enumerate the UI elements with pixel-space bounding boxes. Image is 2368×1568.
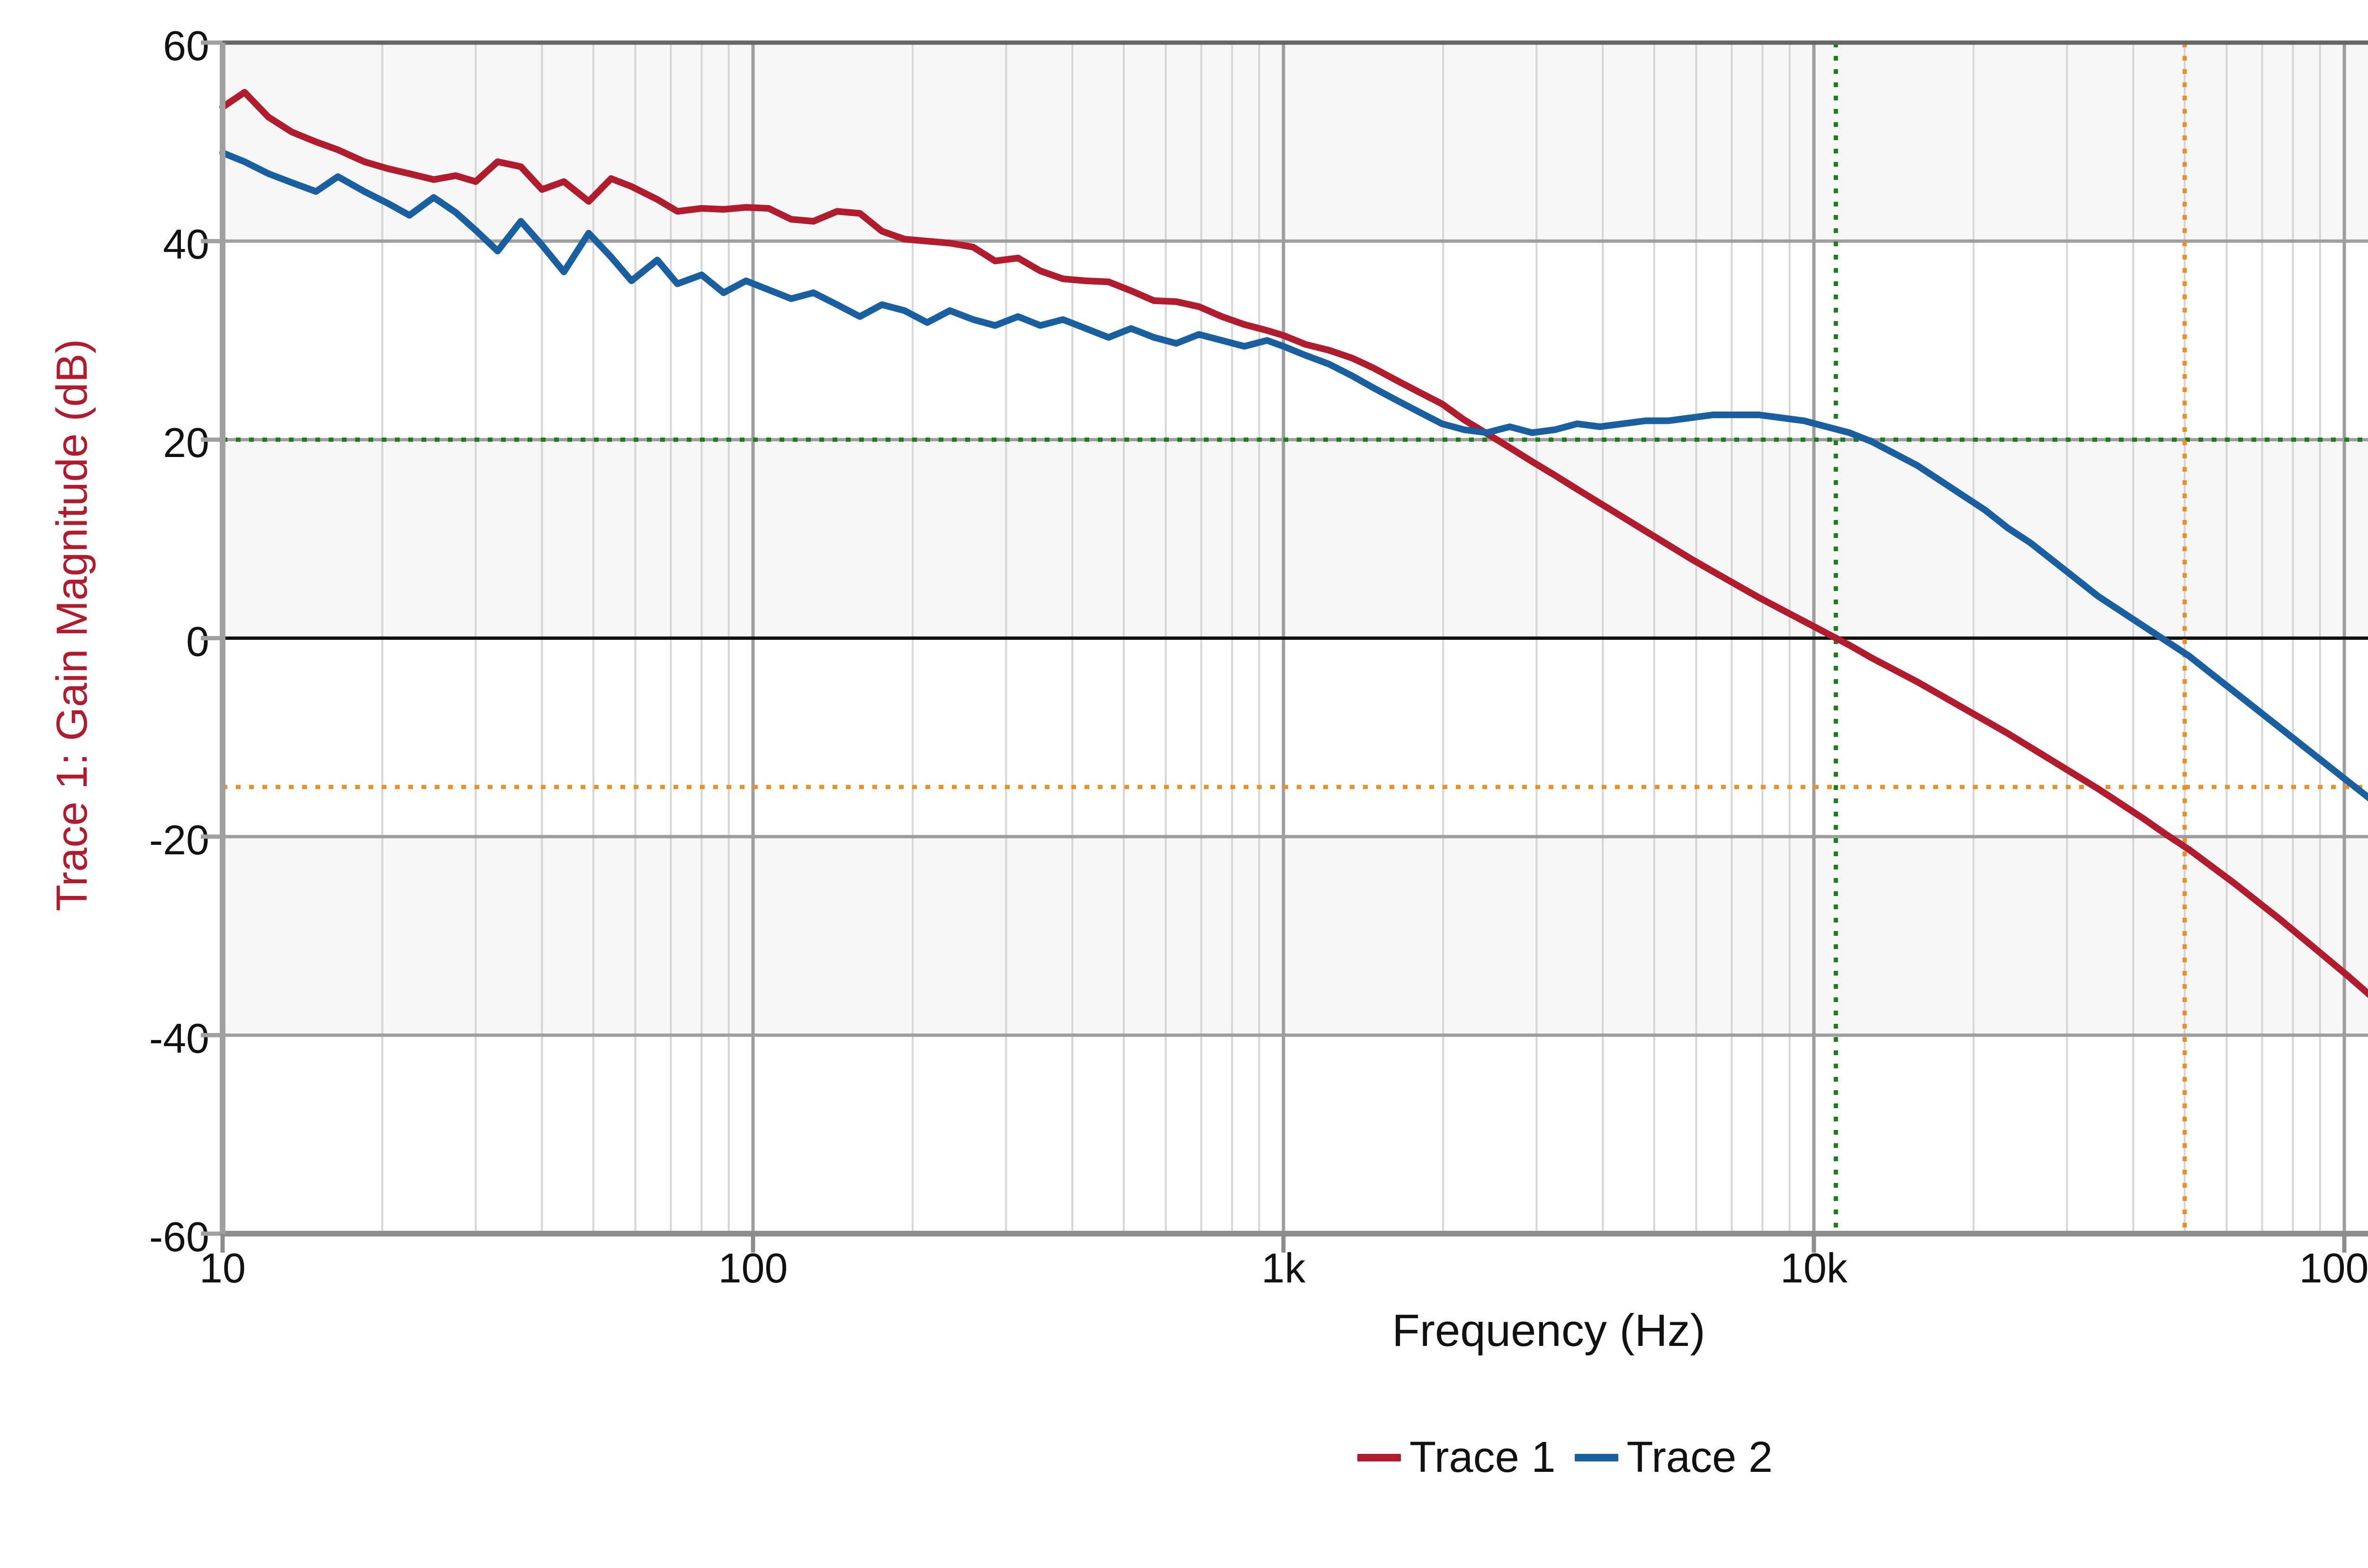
x-tick-label: 100 [718,1245,788,1291]
x-tick-label: 1k [1261,1245,1306,1291]
background-bands [223,43,2368,1035]
legend-label: Trace 2 [1626,1433,1773,1481]
background-band [223,439,2368,638]
legend-swatch-icon [1357,1453,1401,1461]
x-tick-label: 10k [1780,1245,1848,1291]
plot-canvas [219,40,2368,1236]
plot-frame [220,40,2368,1236]
trace-line-1[interactable] [219,89,2368,1234]
legend-item-1[interactable]: Trace 1 [1357,1433,1556,1482]
legend-label: Trace 1 [1409,1433,1556,1481]
background-band [223,43,2368,242]
left-tick-label: -40 [149,1014,209,1062]
trace-line-2[interactable] [219,149,2368,1055]
left-tick-label: 0 [186,618,209,665]
legend: Trace 1 Trace 2 [0,1433,2368,1482]
x-axis-title: Frequency (Hz) [1392,1305,1705,1356]
cursor-lines [223,43,2368,1234]
left-tick-label: 40 [163,221,209,268]
plot-area[interactable] [219,40,2368,1236]
legend-swatch-icon [1574,1453,1618,1461]
x-tick-label: 100k [2299,1245,2368,1291]
background-band [223,836,2368,1035]
left-tick-label: 60 [163,22,209,69]
left-tick-label: -60 [149,1213,209,1260]
legend-item-2[interactable]: Trace 2 [1574,1433,1773,1482]
left-tick-label: 20 [163,419,209,466]
x-tick-label: 10 [199,1245,246,1291]
left-tick-label: -20 [149,816,209,863]
